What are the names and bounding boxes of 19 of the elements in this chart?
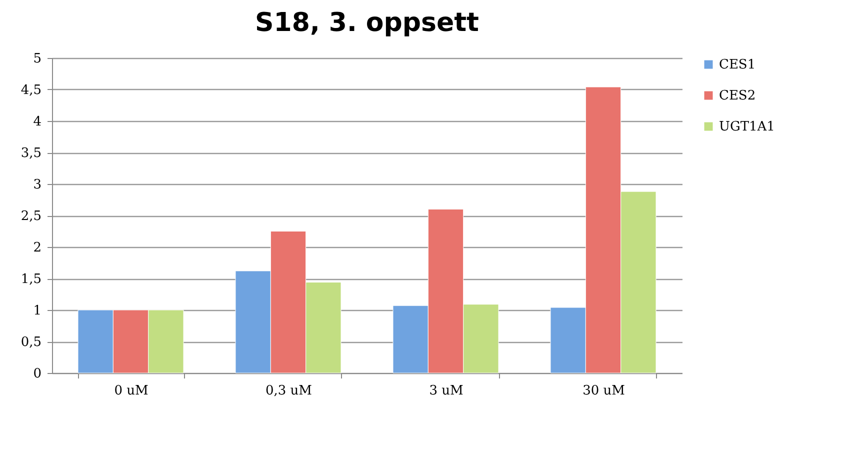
legend-label: CES1 (719, 58, 756, 72)
y-tick-label: 1 (33, 304, 42, 318)
y-tick-label: 2 (33, 240, 42, 256)
chart-title: S18, 3. oppsett (255, 8, 479, 38)
x-tick-label: 30 uM (582, 384, 625, 398)
x-tick-label: 0,3 uM (266, 384, 312, 398)
y-tick-label: 4,5 (20, 83, 42, 98)
legend-label: CES2 (719, 88, 756, 104)
y-tick-label: 0 (33, 366, 42, 382)
y-tick-label: 5 (33, 52, 42, 66)
legend-label: UGT1A1 (719, 120, 775, 134)
x-tick-label: 0 uM (114, 384, 148, 398)
y-tick-label: 2,5 (20, 209, 42, 224)
y-tick-label: 3,5 (20, 146, 42, 161)
y-tick-label: 1,5 (20, 272, 42, 287)
y-tick-label: 0,5 (20, 335, 42, 350)
y-tick-label: 4 (33, 114, 42, 130)
y-tick-label: 3 (33, 178, 42, 192)
x-tick-label: 3 uM (429, 384, 464, 398)
